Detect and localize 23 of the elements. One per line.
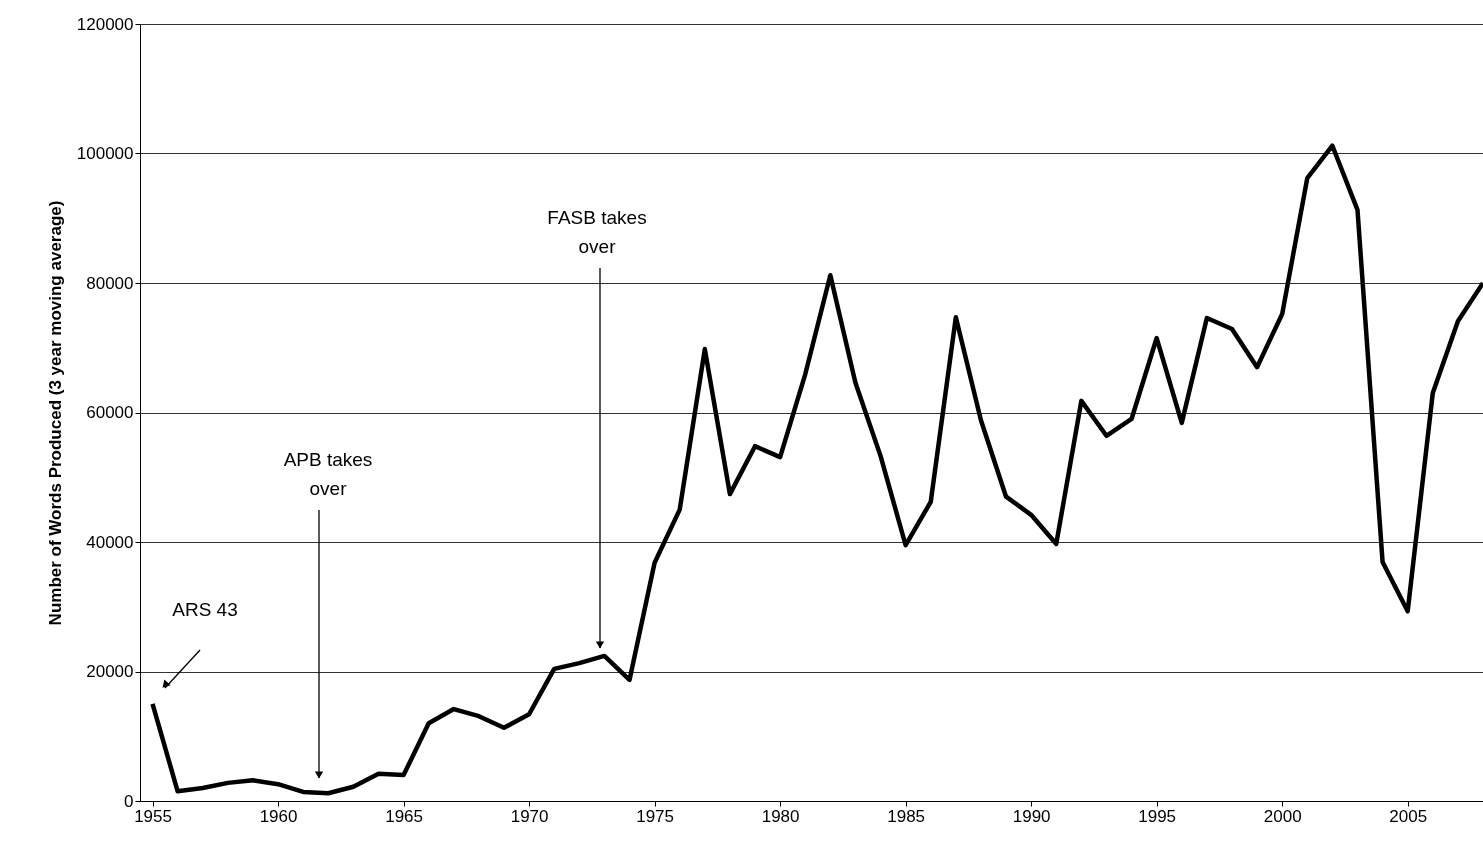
x-tick-label: 1975 (636, 806, 675, 826)
y-tick-label: 100000 (76, 144, 134, 163)
y-axis-title: Number of Words Produced (3 year moving average) (45, 200, 65, 626)
x-tick-label: 2000 (1263, 806, 1302, 826)
y-tick-label: 120000 (76, 14, 134, 34)
annotation: FASB takes over (547, 207, 647, 257)
y-tick-label: 80000 (86, 273, 134, 293)
y-tick-label: 40000 (86, 532, 134, 552)
y-tick-label: 0 (124, 791, 134, 811)
x-tick-label: 1995 (1138, 806, 1177, 826)
x-tick-label: 1990 (1012, 806, 1051, 826)
x-tick-label: 1965 (385, 806, 423, 826)
annotation: ARS 43 (172, 599, 238, 620)
y-tick-label: 60000 (86, 403, 134, 422)
x-tick-label: 2005 (1389, 806, 1428, 826)
x-tick-label: 1985 (887, 806, 926, 826)
line-series (150, 143, 1483, 796)
x-tick-label: 1960 (259, 806, 298, 826)
x-tick-label: 1955 (134, 806, 172, 826)
x-tick-label: 1980 (761, 806, 800, 826)
annotation: APB takes over (283, 449, 373, 499)
y-tick-label: 20000 (86, 662, 134, 681)
x-tick-label: 1970 (510, 806, 549, 826)
